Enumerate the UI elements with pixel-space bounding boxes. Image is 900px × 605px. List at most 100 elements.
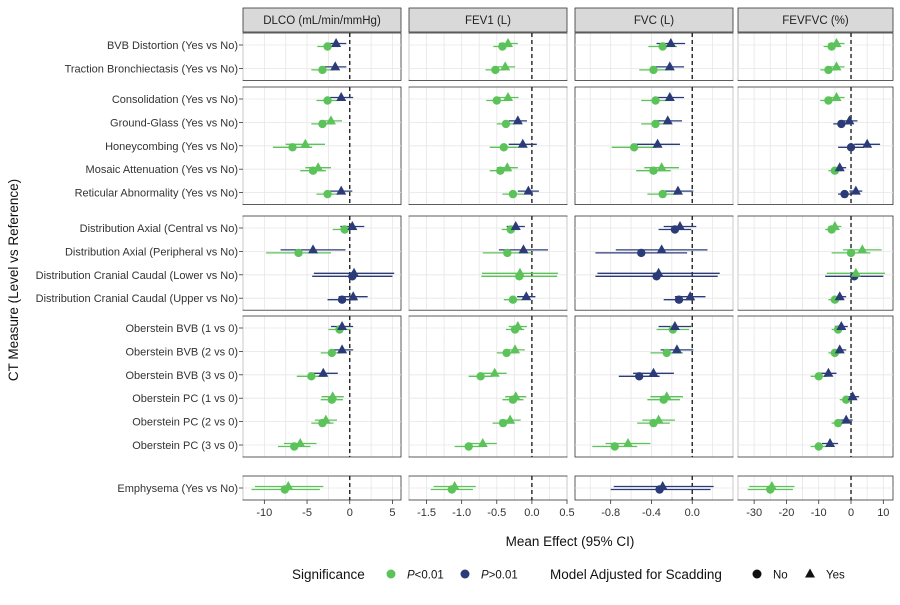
point-unadjusted [651, 119, 660, 129]
point-unadjusted [327, 348, 337, 358]
facet-label-fevfvc: FEVFVC (%) [782, 15, 849, 27]
panel-g2-fvc [574, 215, 734, 311]
point-adjusted [349, 267, 360, 277]
point-adjusted [664, 92, 675, 101]
point-adjusted [336, 185, 347, 195]
row-label: Emphysema (Yes vs No) [117, 483, 238, 495]
point-adjusted [829, 221, 840, 230]
point-adjusted [300, 138, 311, 148]
point-unadjusted [498, 418, 508, 428]
point-unadjusted [658, 189, 667, 199]
panel-g3-dlco [242, 315, 402, 458]
row-label: Oberstein PC (2 vs 0) [132, 417, 238, 429]
panel-g2-dlco [242, 215, 402, 311]
point-unadjusted [814, 372, 823, 381]
legend-sig-label: P<0.01 [407, 570, 444, 582]
point-unadjusted [674, 295, 684, 304]
point-adjusted [503, 92, 514, 101]
point-adjusted [521, 291, 532, 301]
row-label: Traction Bronchiectasis (Yes vs No) [65, 63, 238, 75]
point-adjusted [477, 438, 488, 447]
point-unadjusted [288, 143, 297, 152]
legend-nonsig-threshold: >0.01 [489, 570, 518, 582]
x-tick-label: -10 [256, 507, 272, 519]
point-unadjusted [833, 418, 843, 428]
point-unadjusted [651, 96, 660, 105]
point-adjusted [320, 414, 331, 424]
legend-no-swatch [752, 569, 762, 579]
point-adjusted [857, 244, 868, 254]
x-tick-label: 10 [877, 507, 889, 519]
point-adjusted [662, 115, 673, 125]
panel-g3-fvc [574, 315, 734, 458]
point-unadjusted [840, 189, 849, 199]
point-adjusted [831, 61, 842, 71]
point-unadjusted [464, 442, 473, 451]
row-label: Oberstein BVB (2 vs 0) [126, 346, 239, 358]
facet-strip-fvc [574, 7, 734, 33]
point-unadjusted [837, 119, 846, 129]
row-label: Oberstein PC (1 vs 0) [132, 393, 238, 405]
point-unadjusted [649, 65, 658, 75]
legend-no-label: No [773, 570, 788, 582]
point-unadjusted [824, 65, 833, 75]
point-adjusted [337, 344, 348, 354]
point-adjusted [672, 185, 683, 195]
point-unadjusted [491, 65, 500, 75]
x-tick-label: -0.8 [601, 507, 620, 519]
legend-sig-swatch [386, 569, 396, 579]
point-unadjusted [649, 166, 658, 175]
point-adjusted [831, 92, 842, 101]
x-tick-label: -0.5 [487, 507, 506, 519]
point-adjusted [489, 367, 500, 377]
x-tick-label: -0.4 [642, 507, 661, 519]
row-label: Distribution Axial (Peripheral vs No) [65, 246, 238, 258]
panel-g2-fevfvc [737, 215, 894, 311]
point-adjusted [656, 244, 667, 254]
point-unadjusted [476, 372, 485, 381]
point-unadjusted [635, 372, 644, 381]
point-unadjusted [496, 166, 505, 175]
point-adjusted [514, 267, 525, 277]
row-label: Distribution Cranial Caudal (Upper vs No… [36, 293, 238, 305]
x-tick-label: 0.0 [685, 507, 700, 519]
point-adjusted [823, 367, 834, 377]
row-label: Distribution Axial (Central vs No) [80, 223, 238, 235]
row-label: Consolidation (Yes vs No) [112, 94, 238, 106]
point-adjusted [766, 481, 777, 490]
point-adjusted [337, 321, 348, 330]
point-adjusted [653, 414, 664, 424]
x-tick-label: -10 [811, 507, 827, 519]
facet-strip-fevfvc [737, 7, 894, 33]
point-adjusted [512, 115, 523, 125]
point-adjusted [648, 367, 659, 377]
point-unadjusted [508, 189, 518, 199]
point-adjusted [347, 221, 358, 230]
point-unadjusted [658, 42, 667, 51]
facet-label-fev1: FEV1 (L) [465, 15, 511, 27]
y-axis-title: CT Measure (Level vs Reference) [6, 179, 21, 381]
point-unadjusted [501, 119, 511, 129]
point-adjusted [510, 344, 521, 354]
x-tick-label: 0 [347, 507, 353, 519]
legend-yes-swatch [805, 568, 815, 578]
point-adjusted [825, 438, 836, 447]
point-unadjusted [662, 348, 671, 358]
point-unadjusted [503, 248, 512, 258]
point-adjusted [449, 481, 460, 490]
point-adjusted [834, 344, 845, 354]
point-adjusted [674, 221, 685, 230]
point-adjusted [836, 321, 847, 330]
facet-label-fvc: FVC (L) [634, 15, 674, 27]
point-unadjusted [318, 65, 327, 75]
point-adjusted [512, 321, 523, 330]
x-axis-title: Mean Effect (95% CI) [506, 534, 635, 549]
x-tick-label: -1.5 [417, 507, 436, 519]
point-unadjusted [814, 442, 823, 451]
legend-nonsig-p: P [481, 570, 489, 582]
x-tick-label: -20 [778, 507, 794, 519]
point-adjusted [318, 367, 329, 377]
point-adjusted [325, 115, 336, 125]
point-adjusted [665, 38, 676, 47]
